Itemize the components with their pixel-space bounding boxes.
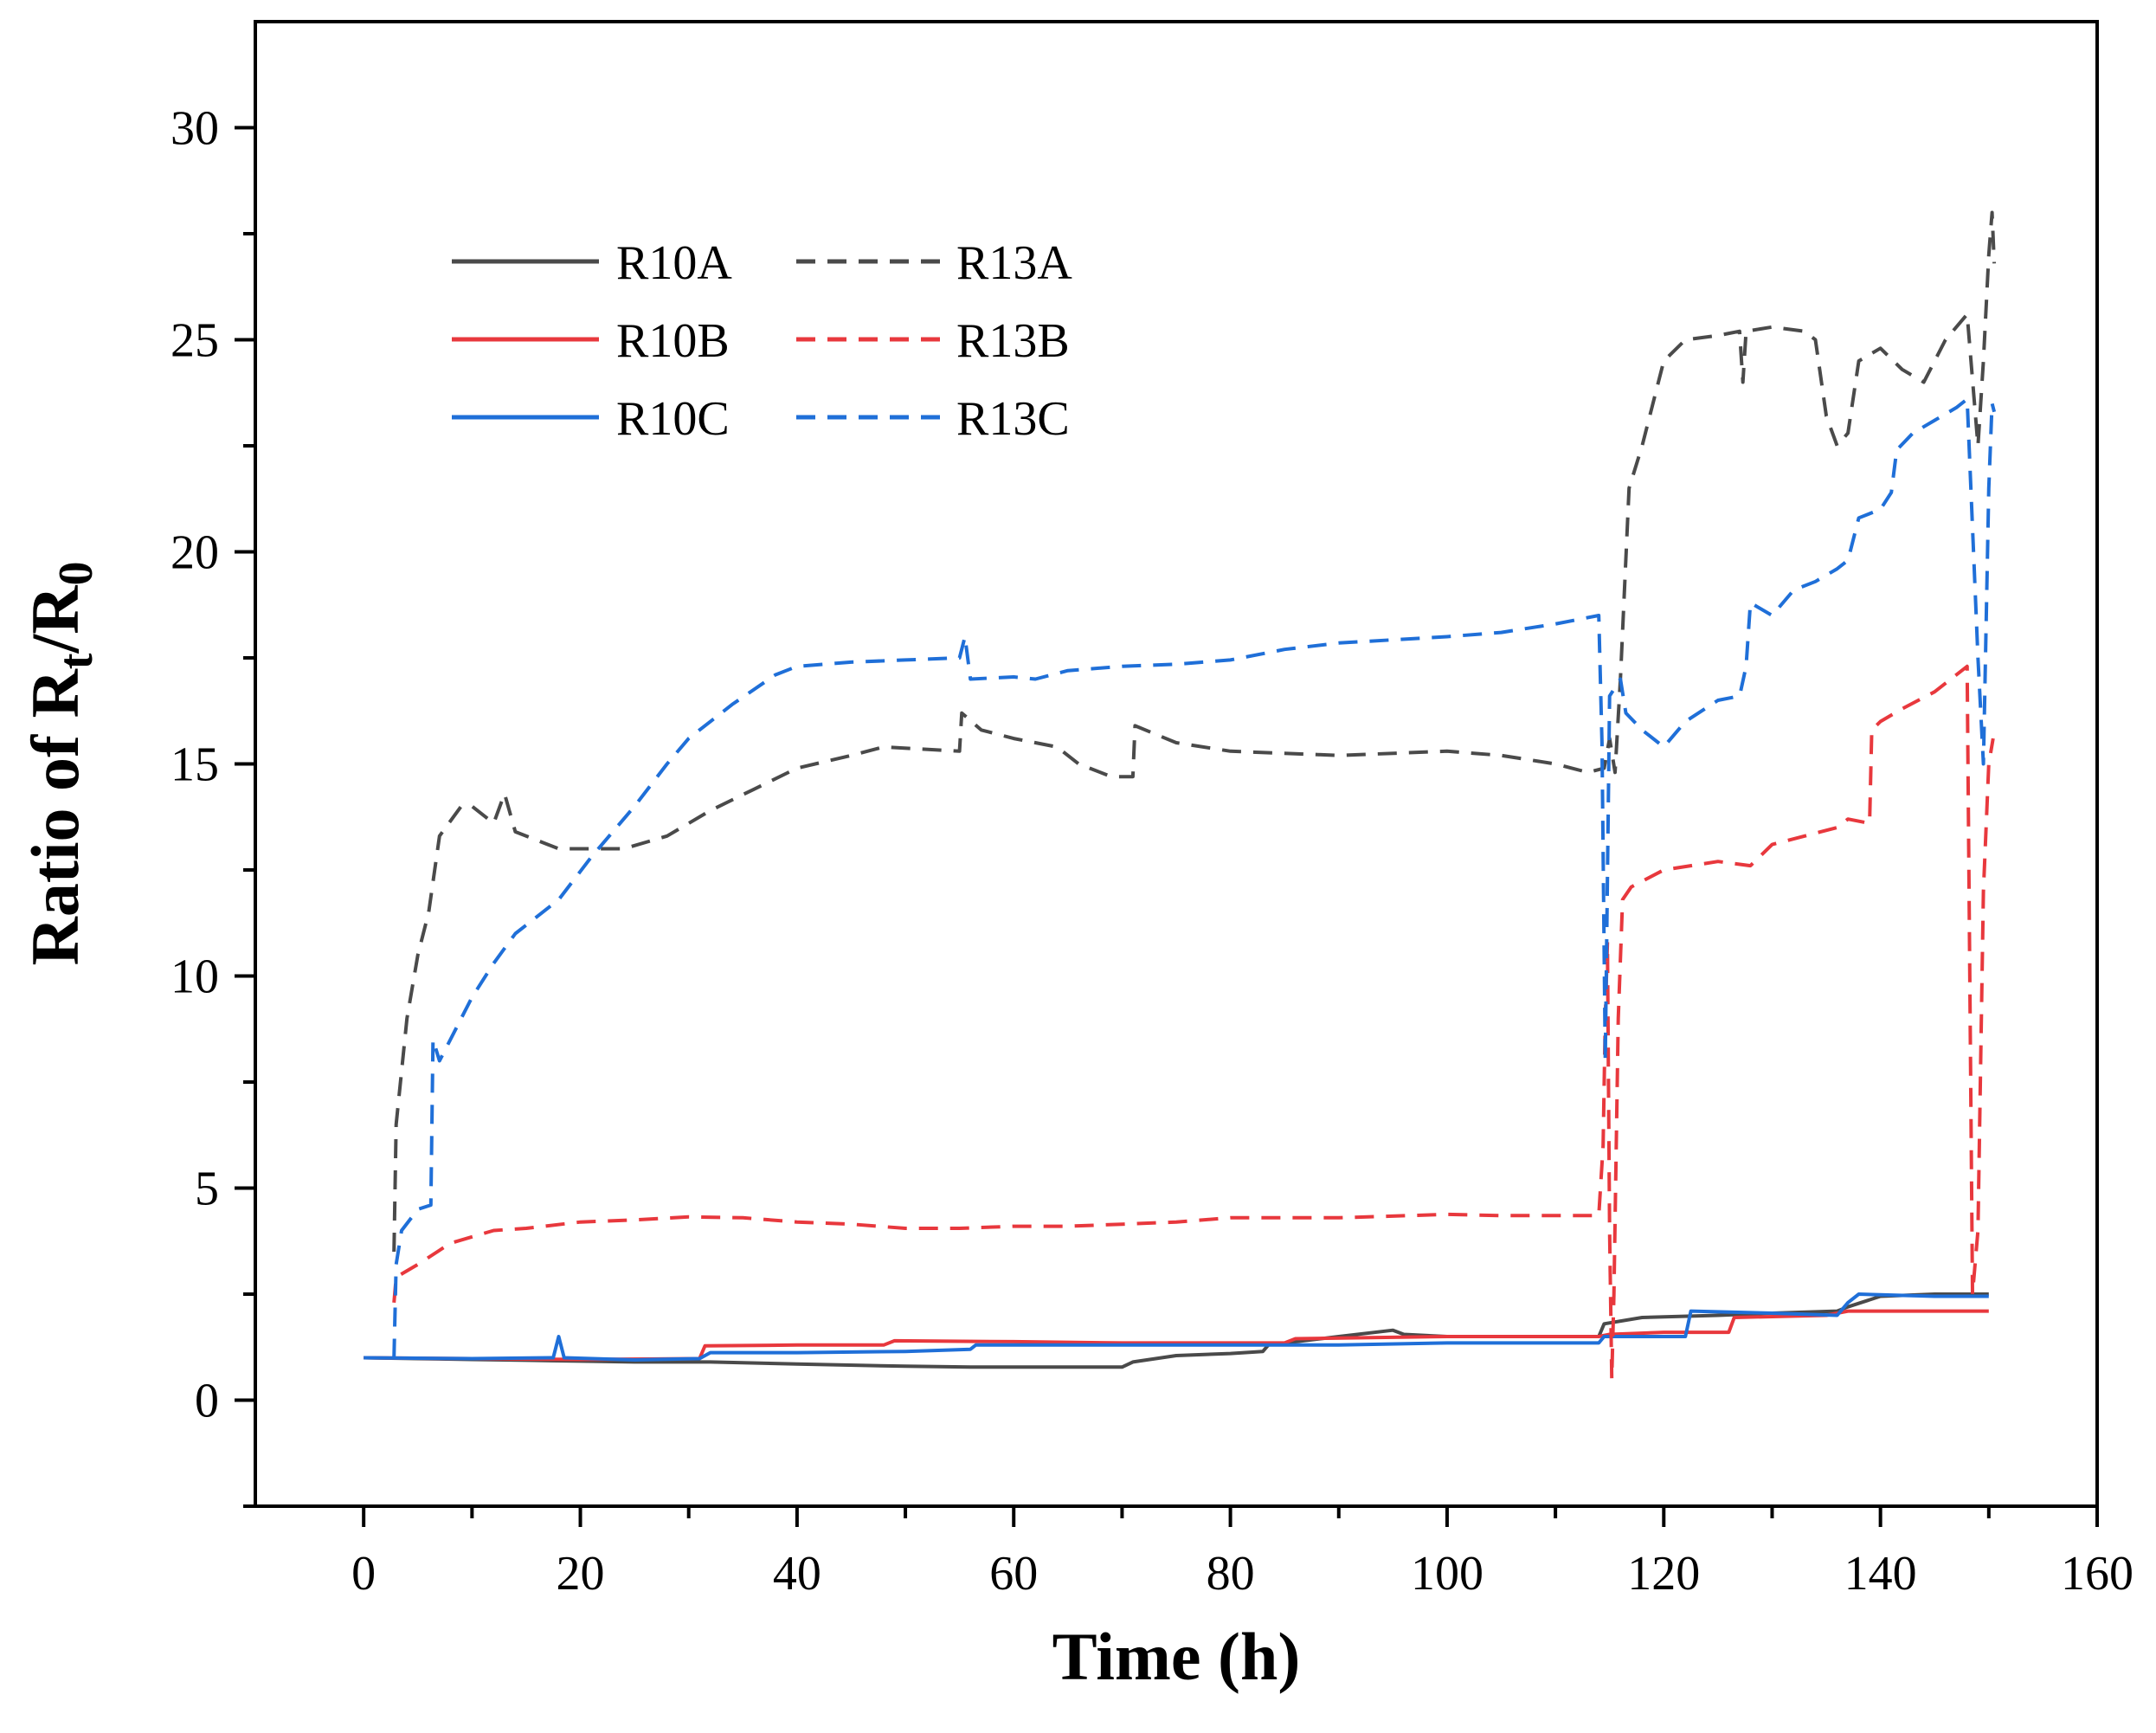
x-tick-label: 80 — [1207, 1547, 1255, 1601]
chart-figure: 0 20 40 60 80 100 120 140 160 0 5 10 15 20 25 30 R10A R1… — [0, 0, 2156, 1729]
legend-label-r10c: R10C — [616, 392, 730, 446]
y-tick-label: 30 — [171, 102, 219, 156]
series-r10b — [364, 1311, 1989, 1360]
series-r10a — [364, 1294, 1989, 1367]
y-axis-title-main: Ratio of R — [17, 668, 93, 966]
axis-ticks: 0 20 40 60 80 100 120 140 160 0 5 10 15 20 25 30 — [171, 102, 2133, 1601]
y-axis-title-sub-0: 0 — [49, 562, 103, 586]
x-axis-title: Time (h) — [1052, 1619, 1301, 1694]
x-tick-label: 20 — [557, 1547, 605, 1601]
x-tick-label: 120 — [1627, 1547, 1700, 1601]
y-axis-title-sub-t: t — [49, 653, 103, 669]
series-r10c — [364, 1294, 1989, 1360]
y-tick-label: 25 — [171, 314, 219, 368]
legend-label-r13c: R13C — [956, 392, 1070, 446]
x-tick-label: 60 — [989, 1547, 1038, 1601]
y-axis-title: Ratio of Rt/R0 — [17, 562, 103, 966]
y-tick-label: 5 — [195, 1163, 219, 1216]
series-layer — [364, 213, 1994, 1380]
line-chart: 0 20 40 60 80 100 120 140 160051015202530 R10AR1… — [0, 0, 2156, 1729]
x-tick-label: 40 — [773, 1547, 821, 1601]
y-tick-label: 10 — [171, 950, 219, 1004]
series-r13c — [394, 399, 1994, 1357]
x-tick-label: 0 — [351, 1547, 376, 1601]
legend-label-r13a: R13A — [956, 236, 1072, 290]
plot-frame — [255, 22, 2097, 1506]
x-tick-label: 160 — [2061, 1547, 2133, 1601]
y-tick-label: 20 — [171, 526, 219, 580]
legend-label-r10a: R10A — [616, 236, 732, 290]
legend: R10A R10B R10C R13A R13B R13C — [452, 236, 1072, 446]
legend-label-r10b: R10B — [616, 314, 730, 368]
y-tick-label: 15 — [171, 738, 219, 792]
x-tick-label: 140 — [1844, 1547, 1917, 1601]
legend-label-r13b: R13B — [956, 314, 1070, 368]
y-axis-title-mid: /R — [17, 584, 93, 654]
y-tick-label: 0 — [195, 1375, 219, 1428]
series-r13b — [394, 667, 1993, 1379]
x-tick-label: 100 — [1411, 1547, 1483, 1601]
series-r13a — [394, 213, 1994, 1253]
